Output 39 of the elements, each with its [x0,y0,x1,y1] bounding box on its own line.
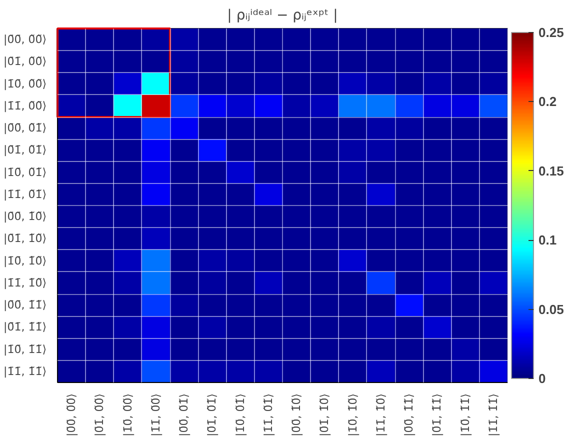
x-tick-label: |0̄0̄, 0̃0̃⟩ [65,393,78,436]
y-tick-label: |1̄0̄, 0̃0̃⟩ [4,77,47,90]
y-tick-label: |1̄1̄, 0̃0̃⟩ [4,99,47,112]
y-tick-label: |1̄1̄, 1̃1̃⟩ [4,364,47,378]
x-tick-label: |0̄0̄, 1̃0̃⟩ [290,393,304,436]
y-tick-label: |1̄1̄, 1̃0̃⟩ [4,276,47,290]
x-tick-label: |0̄1̄, 0̃0̃⟩ [93,393,106,436]
y-tick-label: |1̄0̄, 0̃1̃⟩ [4,166,47,179]
x-tick-label: |1̄1̄, 0̃1̃⟩ [262,393,275,436]
y-tick-label: |0̄0̄, 0̃1̃⟩ [4,122,47,135]
x-tick-label: |0̄0̄, 0̃1̃⟩ [178,393,191,436]
color-bar-label: 0 [538,371,546,386]
y-tick-label: |0̄1̄, 1̃1̃⟩ [4,320,47,334]
y-tick-label: |1̄0̄, 1̃0̃⟩ [4,254,47,268]
y-tick-label: |0̄1̄, 1̃0̃⟩ [4,232,47,246]
x-tick-label: |0̄1̄, 1̃1̃⟩ [430,393,444,436]
x-tick-label: |1̄1̄, 0̃0̃⟩ [149,393,162,436]
x-tick-label: |0̄0̄, 1̃1̃⟩ [402,393,416,436]
color-bar-label: 0.05 [538,302,564,317]
y-tick-label: |0̄1̄, 0̃0̃⟩ [4,55,47,68]
x-tick-label: |0̄1̄, 0̃1̃⟩ [206,393,219,436]
y-tick-label: |1̄1̄, 0̃1̃⟩ [4,188,47,201]
chart-title: | ρᵢⱼⁱᵈᵉᵃˡ − ρᵢⱼᵉˣᵖᵗ | [227,8,338,24]
color-bar-label: 0.2 [538,94,557,110]
x-tick-label: |1̄0̄, 0̃1̃⟩ [234,393,247,436]
y-tick-label: |0̄0̄, 1̃0̃⟩ [4,210,47,224]
color-bar-label: 0.25 [538,25,564,40]
x-tick-label: |0̄1̄, 1̃0̃⟩ [318,393,332,436]
color-bar-label: 0.15 [538,163,564,178]
y-tick-label: |0̄0̄, 1̃1̃⟩ [4,298,47,312]
x-tick-label: |1̄1̄, 1̃0̃⟩ [374,393,388,436]
color-bar-label: 0.1 [538,232,557,248]
x-tick-label: |1̄0̄, 0̃0̃⟩ [121,393,134,436]
y-tick-label: |0̄1̄, 0̃1̃⟩ [4,144,47,157]
y-tick-label: |1̄0̄, 1̃1̃⟩ [4,342,47,356]
x-tick-label: |1̄1̄, 1̃1̃⟩ [486,393,500,436]
x-tick-label: |1̄0̄, 1̃1̃⟩ [458,393,472,436]
y-tick-label: |0̄0̄, 0̃0̃⟩ [4,33,47,46]
x-tick-label: |1̄0̄, 1̃0̃⟩ [346,393,360,436]
